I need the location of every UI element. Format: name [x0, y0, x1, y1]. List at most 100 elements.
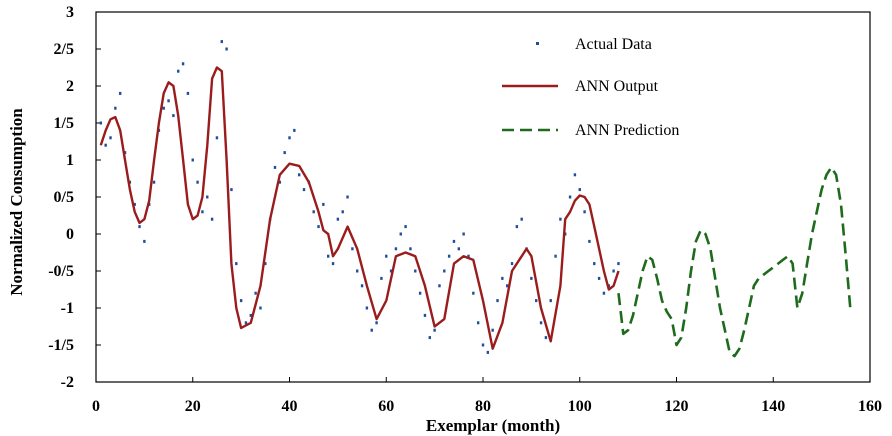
actual-data-point: [196, 180, 199, 184]
actual-data-point: [399, 232, 402, 236]
actual-data-point: [520, 217, 523, 221]
actual-data-point: [568, 195, 572, 199]
legend-item: Actual Data: [536, 36, 652, 53]
actual-data-point: [273, 165, 277, 169]
series-layer: [99, 40, 852, 358]
actual-data-point: [293, 128, 296, 132]
y-tick-label: -2: [61, 374, 74, 391]
actual-data-point: [351, 247, 354, 251]
actual-data-point: [356, 269, 359, 273]
actual-data-point: [486, 350, 490, 354]
actual-data-point: [152, 180, 156, 184]
actual-data-point: [220, 40, 223, 44]
x-tick-label: 60: [378, 398, 394, 415]
actual-data-point: [181, 62, 185, 66]
legend-item: ANN Prediction: [502, 122, 679, 139]
actual-data-point: [327, 254, 330, 258]
actual-data-point: [447, 254, 451, 258]
legend-item: ANN Output: [502, 78, 659, 95]
actual-data-point: [491, 328, 494, 332]
y-axis-title: Normalized Consumption: [7, 108, 26, 296]
x-tick-label: 120: [665, 398, 689, 415]
actual-data-point: [530, 276, 533, 280]
y-tick-label: 2: [66, 78, 74, 95]
actual-data-point: [322, 202, 325, 206]
y-axis-ticks: 3 2/5 2 1/5 1 0/5 0 -0/5 -1 -1/5 -2: [48, 4, 101, 391]
actual-data-point: [462, 232, 465, 236]
actual-data-point: [365, 306, 369, 310]
actual-data-point: [549, 299, 552, 303]
legend-label: ANN Output: [575, 78, 659, 95]
x-tick-label: 160: [858, 398, 882, 415]
actual-data-point: [346, 195, 349, 199]
actual-data-point: [496, 299, 499, 303]
actual-data-point: [239, 299, 243, 303]
actual-data-point: [394, 247, 398, 251]
actual-data-point: [443, 269, 446, 273]
actual-data-point: [505, 284, 509, 288]
actual-data-point: [264, 262, 267, 266]
actual-data-point: [210, 217, 214, 221]
actual-data-point: [554, 254, 557, 258]
actual-data-point: [283, 151, 286, 155]
x-axis-title: Exemplar (month): [426, 416, 560, 435]
actual-data-point: [573, 173, 577, 177]
actual-data-point: [544, 336, 548, 340]
actual-data-point: [597, 276, 601, 280]
actual-data-point: [588, 239, 591, 243]
actual-data-point: [370, 328, 373, 332]
actual-data-point: [535, 299, 538, 303]
actual-data-point: [172, 114, 175, 118]
actual-data-point: [235, 262, 238, 266]
actual-data-point: [254, 291, 257, 295]
actual-data-point: [360, 284, 364, 288]
actual-data-point: [476, 321, 480, 325]
y-tick-label: 2/5: [54, 41, 74, 58]
actual-data-point: [225, 47, 228, 51]
x-tick-label: 140: [761, 398, 785, 415]
actual-data-point: [593, 262, 596, 266]
actual-data-point: [317, 225, 320, 229]
actual-data-point: [118, 91, 122, 95]
actual-data-point: [201, 210, 204, 214]
actual-data-point: [244, 321, 248, 325]
actual-data-point: [249, 313, 252, 317]
actual-data-point: [375, 321, 378, 325]
actual-data-point: [104, 143, 107, 147]
actual-data-point: [143, 239, 146, 243]
actual-data-point: [409, 247, 412, 251]
actual-data-point: [389, 269, 393, 273]
actual-data-point: [230, 188, 233, 192]
actual-data-point: [418, 291, 422, 295]
x-tick-label: 0: [92, 398, 100, 415]
actual-data-point: [123, 151, 127, 155]
actual-data-point: [617, 262, 620, 266]
actual-data-point: [510, 262, 514, 266]
x-tick-label: 100: [568, 398, 592, 415]
actual-data-point: [612, 269, 615, 273]
actual-data-point: [167, 99, 170, 103]
actual-data-point: [433, 328, 436, 332]
x-tick-label: 40: [282, 398, 298, 415]
actual-data-point: [206, 195, 209, 199]
actual-data-point: [583, 210, 586, 214]
actual-data-point: [578, 188, 581, 192]
y-tick-label: -1: [61, 300, 74, 317]
plot-frame: [95, 11, 871, 383]
legend: Actual Data ANN Output ANN Prediction: [502, 36, 679, 139]
series-ann-output-line: [99, 66, 620, 350]
actual-data-point: [186, 91, 190, 95]
y-tick-label: -0/5: [48, 263, 74, 280]
actual-data-point: [288, 136, 291, 140]
actual-data-point: [501, 276, 504, 280]
y-tick-label: 1/5: [54, 115, 74, 132]
actual-data-point: [414, 269, 417, 273]
actual-data-point: [133, 202, 136, 206]
y-tick-label: -1/5: [48, 337, 74, 354]
actual-data-point: [138, 225, 141, 229]
y-tick-label: 1: [66, 152, 74, 169]
legend-swatch-dots: [536, 42, 539, 45]
actual-data-point: [302, 188, 306, 192]
actual-data-point: [428, 336, 431, 340]
